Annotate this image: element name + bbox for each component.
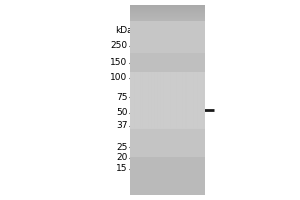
Text: 50: 50 [116, 108, 127, 117]
Text: 100: 100 [110, 73, 128, 82]
Text: 75: 75 [116, 93, 127, 102]
Text: 150: 150 [110, 58, 128, 67]
Text: 15: 15 [116, 164, 127, 173]
Text: 37: 37 [116, 121, 127, 130]
Text: kDa: kDa [115, 26, 133, 35]
Bar [138, 28, 196, 174]
Text: 25: 25 [116, 143, 128, 152]
Text: 250: 250 [110, 41, 127, 50]
Text: 20: 20 [116, 153, 128, 162]
